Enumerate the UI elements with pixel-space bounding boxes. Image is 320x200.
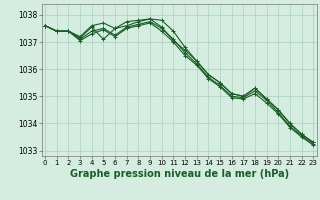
X-axis label: Graphe pression niveau de la mer (hPa): Graphe pression niveau de la mer (hPa) — [70, 169, 289, 179]
